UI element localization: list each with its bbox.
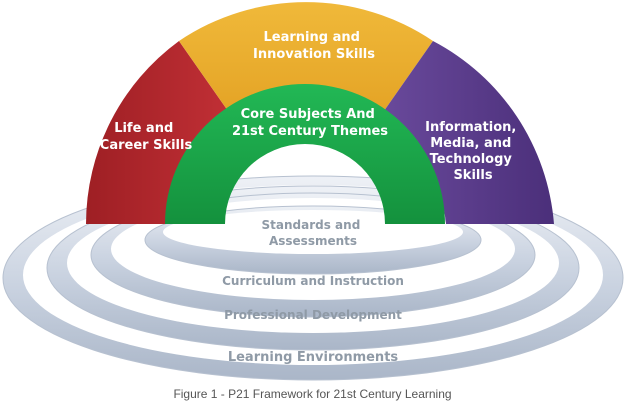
- segment-learning-innovation: [179, 2, 433, 121]
- label-core-subjects: Core Subjects And 21st Century Themes: [232, 107, 388, 139]
- label-professional-development: Professional Development: [224, 308, 402, 322]
- figure-caption: Figure 1 - P21 Framework for 21st Centur…: [173, 387, 452, 401]
- label-curriculum-instruction: Curriculum and Instruction: [222, 274, 404, 288]
- label-learning-environments: Learning Environments: [228, 350, 399, 365]
- core-subjects-arch: [165, 84, 445, 224]
- segment-life-career: [86, 41, 235, 224]
- outer-arch: [86, 2, 554, 224]
- label-learning-innovation: Learning and Innovation Skills: [253, 30, 375, 62]
- label-information-media-technology: Information, Media, and Technology Skill…: [425, 120, 521, 183]
- label-standards-assessments: Standards and Assessments: [262, 218, 365, 248]
- segment-information-media-technology: [377, 41, 554, 224]
- framework-diagram: Life and Career Skills Learning and Inno…: [2, 2, 624, 381]
- label-life-career: Life and Career Skills: [100, 121, 193, 153]
